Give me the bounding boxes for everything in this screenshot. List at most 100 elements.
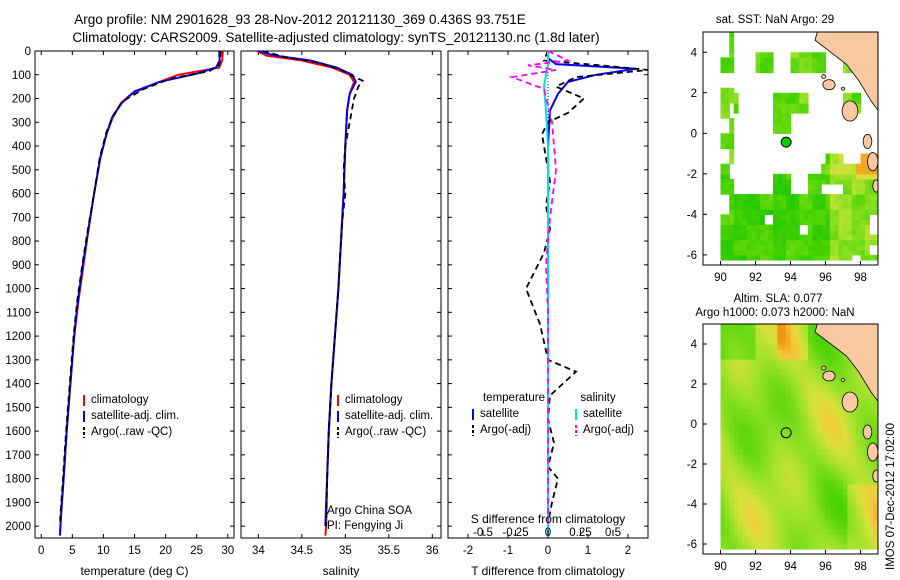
sla_map-cell: [729, 544, 735, 550]
sla_map-cell: [786, 364, 792, 370]
sla_map-cell: [790, 444, 796, 450]
sla_map-cell: [843, 504, 848, 510]
sla_map-cell: [812, 504, 818, 510]
sst_map-cell: [764, 249, 770, 256]
sst_map-cell: [786, 113, 792, 119]
sst_map-cell: [733, 194, 739, 200]
sla_map-cell: [724, 484, 730, 490]
sst_map-cell: [738, 194, 743, 200]
sla_map-cell: [829, 529, 835, 535]
sla_map-cell: [821, 509, 827, 515]
sst_map-cell: [838, 234, 844, 241]
sst_map-cell: [821, 229, 827, 236]
sla_map-cell: [834, 469, 840, 475]
sst_map-cell: [790, 52, 796, 58]
sla_map-cell: [746, 529, 752, 535]
sla_map-cell: [755, 544, 761, 550]
sla_map-cell: [812, 539, 818, 545]
sla_map-cell: [847, 359, 853, 365]
sst_map-cell: [720, 133, 726, 139]
sla_map-cell: [821, 394, 827, 400]
sst_map-cell: [742, 244, 748, 251]
sst_map-cell: [829, 199, 835, 205]
sla_map-cell: [777, 409, 783, 415]
sla_map-cell: [794, 484, 800, 490]
sst_map-cell: [838, 178, 844, 185]
sla_map-cell: [759, 449, 765, 455]
sla_map-cell: [812, 334, 818, 340]
sst_map-cell: [821, 168, 827, 175]
sla_map-cell: [768, 539, 774, 545]
sla_map-cell: [873, 419, 878, 425]
sla_map-cell: [742, 544, 748, 550]
sla_map-cell: [843, 389, 848, 395]
sst_map-cell: [843, 244, 848, 251]
salinity-xtick-label: 35: [339, 545, 352, 557]
sst_map-cell: [829, 209, 835, 215]
sst_map-xtick-label: 96: [819, 272, 832, 284]
sst_map-cell: [864, 199, 870, 205]
sst_map-cell: [803, 244, 809, 251]
sla_map-cell: [821, 484, 827, 490]
sst_map-cell: [803, 209, 809, 215]
sst_map-cell: [781, 199, 787, 205]
sla_map-cell: [724, 459, 730, 465]
sst_map-cell: [838, 199, 844, 205]
sla_map-cell: [751, 354, 757, 360]
sla_map-cell: [720, 384, 726, 390]
sla_map-xtick-label: 94: [784, 561, 797, 573]
sla_map-cell: [799, 444, 805, 450]
sla_map-cell: [803, 399, 809, 405]
salinity-series-argo-raw-qc: [262, 50, 365, 527]
sla_map-cell: [838, 489, 844, 495]
sla_map-cell: [729, 339, 735, 345]
sla_map-cell: [829, 474, 835, 480]
sst_map-cell: [759, 209, 765, 215]
sst_map-cell: [860, 224, 866, 231]
sla_map-cell: [812, 534, 818, 540]
sst_map-cell: [816, 254, 822, 261]
sst_map-cell: [781, 214, 787, 221]
sla_map-cell: [843, 479, 848, 485]
sla_map-cell: [755, 399, 761, 405]
sst_map-cell: [729, 214, 735, 221]
depth-tick-label: 500: [12, 165, 31, 177]
sst_map-cell: [799, 249, 805, 256]
sla_map-cell: [829, 539, 835, 545]
sla_map-cell: [777, 464, 783, 470]
sla_map-cell: [821, 464, 827, 470]
sla_map-cell: [812, 339, 818, 345]
sst_map-cell: [786, 178, 792, 185]
sla_map-cell: [834, 439, 840, 445]
sla_map-cell: [834, 429, 840, 435]
sla_map-cell: [777, 454, 783, 460]
sla_map-cell: [851, 424, 857, 430]
sla_map-cell: [869, 494, 875, 500]
sla_map-cell: [751, 389, 757, 395]
sla_map-cell: [768, 544, 774, 550]
sla-map-panel: Altim. SLA: 0.077 Argo h1000: 0.073 h200…: [687, 293, 879, 573]
sst_map-cell: [724, 249, 730, 256]
sst_map-cell: [821, 249, 827, 256]
sla_map-cell: [773, 524, 778, 530]
sla_map-cell: [764, 529, 770, 535]
sla_map-cell: [742, 399, 748, 405]
sst_map-cell: [803, 57, 809, 63]
sla_map-cell: [738, 509, 743, 515]
sst_map-cell: [720, 244, 726, 251]
sla_map-cell: [821, 499, 827, 505]
sst_map-cell: [843, 97, 848, 104]
sst_map-cell: [751, 244, 757, 251]
sla_map-cell: [856, 539, 862, 545]
sla_map-cell: [751, 459, 757, 465]
sla_map-cell: [746, 489, 752, 495]
sst_map-cell: [729, 57, 735, 63]
sst_map-cell: [873, 194, 878, 200]
sla_map-cell: [751, 379, 757, 385]
sst_map-cell: [856, 244, 862, 251]
sst_map-cell: [777, 178, 783, 185]
sla_map-cell: [821, 419, 827, 425]
sla_map-cell: [873, 544, 878, 550]
sla_map-cell: [755, 424, 761, 430]
sla_map-cell: [764, 334, 770, 340]
